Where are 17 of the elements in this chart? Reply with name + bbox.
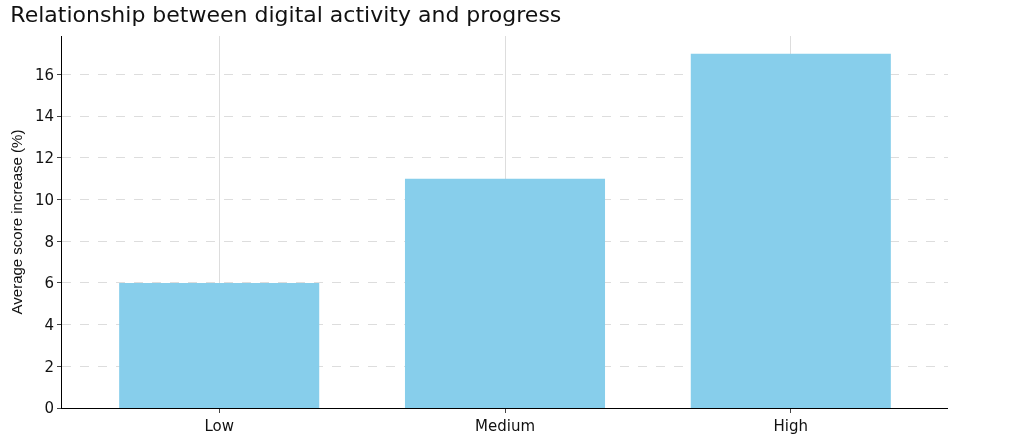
y-axis-title: Average score increase (%) bbox=[8, 129, 26, 315]
bar bbox=[404, 178, 606, 408]
x-tick-label: Medium bbox=[475, 417, 535, 435]
y-tick-label: 14 bbox=[34, 107, 54, 126]
y-tick-label: 16 bbox=[34, 65, 54, 84]
y-tick-label: 4 bbox=[44, 315, 54, 334]
x-tick-label: Low bbox=[204, 417, 234, 435]
y-tick-label: 2 bbox=[44, 357, 54, 376]
bar bbox=[690, 53, 891, 408]
x-tick-label: High bbox=[773, 417, 809, 435]
y-tick-label: 8 bbox=[44, 232, 54, 251]
bar bbox=[119, 282, 320, 408]
y-tick-label: 10 bbox=[34, 190, 54, 209]
y-tick-label: 0 bbox=[44, 399, 54, 418]
y-tick-label: 6 bbox=[44, 274, 54, 293]
y-tick-label: 12 bbox=[34, 149, 54, 168]
chart-title: Relationship between digital activity and progress bbox=[10, 1, 562, 27]
